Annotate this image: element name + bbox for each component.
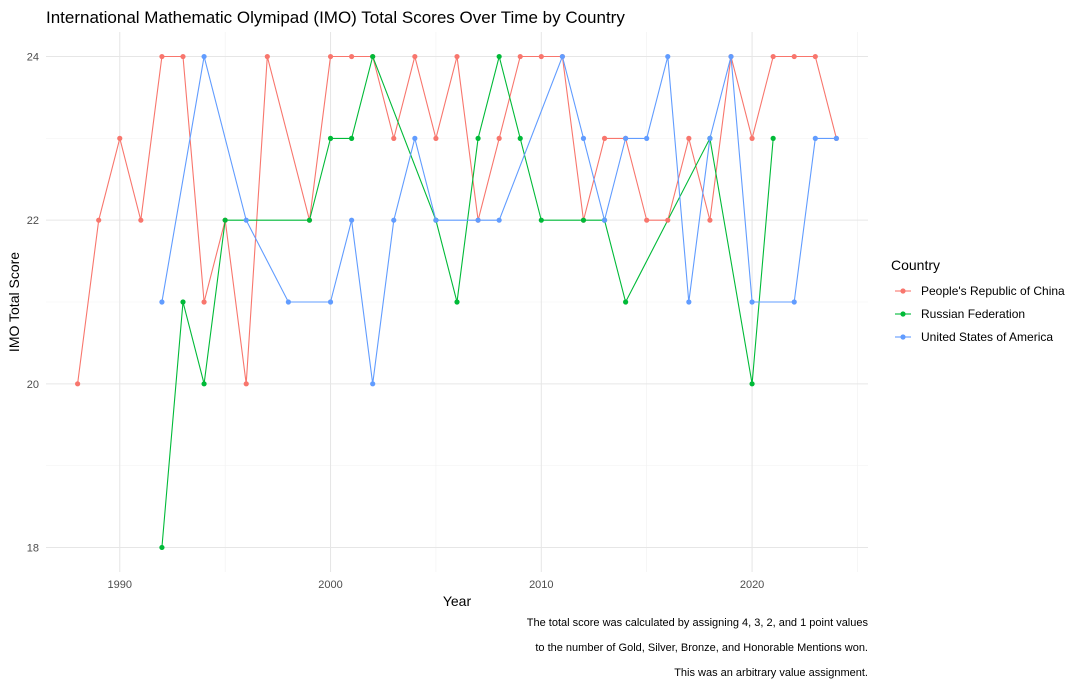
data-point-united-states-of-america [580, 135, 587, 141]
x-tick-label: 2020 [740, 579, 764, 591]
series-points [75, 53, 839, 551]
data-point-russian-federation [370, 53, 376, 60]
data-point-russian-federation [349, 135, 355, 141]
data-point-united-states-of-america [812, 135, 818, 141]
data-point-russian-federation [222, 217, 228, 223]
data-point-people-s-republic-of-china [327, 53, 334, 60]
data-point-people-s-republic-of-china [96, 217, 102, 223]
data-point-united-states-of-america [285, 299, 291, 305]
data-point-united-states-of-america [559, 53, 565, 60]
data-point-united-states-of-america [686, 299, 692, 305]
data-point-people-s-republic-of-china [496, 135, 502, 141]
data-point-people-s-republic-of-china [264, 53, 270, 60]
y-axis-title: IMO Total Score [6, 252, 22, 352]
data-point-russian-federation [623, 299, 629, 305]
data-point-united-states-of-america [728, 53, 734, 60]
y-tick-label: 20 [27, 379, 39, 391]
y-tick-label: 18 [27, 542, 39, 554]
chart-title: International Mathematic Olymipad (IMO) … [46, 8, 625, 27]
data-point-united-states-of-america [644, 135, 650, 141]
data-point-people-s-republic-of-china [391, 135, 397, 141]
data-point-russian-federation [306, 217, 313, 223]
data-point-united-states-of-america [791, 299, 797, 305]
series-line-people-s-republic-of-china [77, 55, 837, 384]
legend-label-russian-federation: Russian Federation [921, 307, 1025, 321]
data-point-people-s-republic-of-china [665, 217, 671, 223]
data-point-people-s-republic-of-china [812, 53, 818, 60]
data-point-russian-federation [538, 217, 544, 223]
data-point-people-s-republic-of-china [180, 53, 186, 60]
data-point-people-s-republic-of-china [707, 217, 713, 223]
x-axis-ticks: 1990 2000 2010 2020 [108, 579, 765, 591]
data-point-people-s-republic-of-china [75, 381, 81, 387]
legend-title: Country [891, 257, 940, 273]
legend-key-point-people-s-republic-of-china [900, 288, 906, 294]
data-point-united-states-of-america [370, 381, 376, 387]
data-point-people-s-republic-of-china [138, 217, 144, 223]
data-point-people-s-republic-of-china [791, 53, 797, 60]
caption: The total score was calculated by assign… [527, 617, 869, 679]
data-point-russian-federation [475, 135, 481, 141]
data-point-people-s-republic-of-china [454, 53, 460, 60]
data-point-people-s-republic-of-china [517, 53, 523, 60]
data-point-people-s-republic-of-china [538, 53, 544, 60]
data-point-people-s-republic-of-china [749, 135, 755, 141]
x-tick-label: 2000 [318, 579, 342, 591]
data-point-united-states-of-america [623, 135, 629, 141]
data-point-people-s-republic-of-china [433, 135, 439, 141]
data-point-united-states-of-america [159, 299, 165, 305]
data-point-united-states-of-america [412, 135, 418, 141]
caption-line-2: to the number of Gold, Silver, Bronze, a… [535, 642, 868, 654]
data-point-united-states-of-america [833, 135, 839, 141]
data-point-russian-federation [201, 381, 207, 387]
data-point-russian-federation [770, 135, 776, 141]
data-point-united-states-of-america [707, 135, 713, 141]
data-point-united-states-of-america [496, 217, 502, 223]
legend-key-point-united-states-of-america [900, 334, 906, 340]
data-point-russian-federation [496, 53, 502, 60]
legend-label-united-states-of-america: United States of America [921, 330, 1053, 344]
data-point-united-states-of-america [749, 299, 755, 305]
data-point-people-s-republic-of-china [644, 217, 650, 223]
data-point-united-states-of-america [475, 217, 481, 223]
data-point-russian-federation [517, 135, 523, 141]
x-tick-label: 1990 [108, 579, 132, 591]
data-point-people-s-republic-of-china [686, 135, 692, 141]
data-point-people-s-republic-of-china [159, 53, 165, 60]
data-point-united-states-of-america [391, 217, 397, 223]
data-point-people-s-republic-of-china [601, 135, 608, 141]
data-point-russian-federation [580, 217, 587, 223]
data-point-russian-federation [749, 381, 755, 387]
y-tick-label: 24 [27, 52, 39, 64]
y-tick-label: 22 [27, 215, 39, 227]
data-point-united-states-of-america [433, 217, 439, 223]
data-point-people-s-republic-of-china [770, 53, 776, 60]
caption-line-3: This was an arbitrary value assignment. [674, 667, 868, 679]
data-point-united-states-of-america [327, 299, 334, 305]
data-point-people-s-republic-of-china [201, 299, 207, 305]
data-point-united-states-of-america [665, 53, 671, 60]
data-point-russian-federation [180, 299, 186, 305]
x-axis-title: Year [443, 593, 472, 609]
data-point-people-s-republic-of-china [349, 53, 355, 60]
data-point-united-states-of-america [201, 53, 207, 60]
legend: Country People's Republic of China Russia… [891, 257, 1065, 344]
data-point-russian-federation [159, 544, 165, 551]
data-point-people-s-republic-of-china [243, 381, 249, 387]
legend-key-point-russian-federation [900, 311, 906, 317]
data-point-united-states-of-america [243, 217, 249, 223]
data-point-united-states-of-america [349, 217, 355, 223]
y-axis-ticks: 18 20 22 24 [27, 52, 39, 555]
data-point-russian-federation [454, 299, 460, 305]
data-point-russian-federation [327, 135, 334, 141]
data-point-united-states-of-america [601, 217, 608, 223]
x-tick-label: 2010 [529, 579, 553, 591]
data-point-people-s-republic-of-china [412, 53, 418, 60]
caption-line-1: The total score was calculated by assign… [527, 617, 869, 629]
data-point-people-s-republic-of-china [117, 135, 123, 141]
legend-label-people-s-republic-of-china: People's Republic of China [921, 284, 1065, 298]
